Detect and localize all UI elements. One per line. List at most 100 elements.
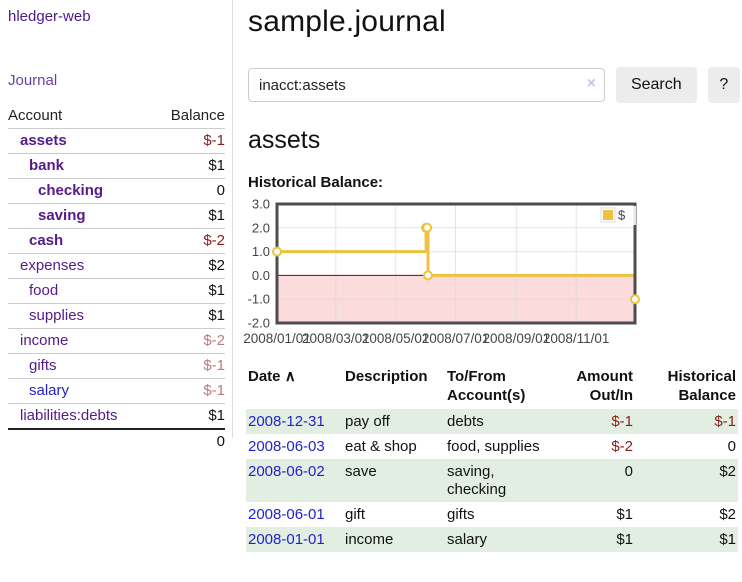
search-button[interactable]: Search bbox=[615, 67, 697, 103]
transaction-balance: $-1 bbox=[714, 413, 736, 430]
data-point-marker bbox=[630, 294, 640, 305]
account-heading: assets bbox=[248, 126, 321, 154]
account-balance: $1 bbox=[153, 153, 225, 179]
transaction-date-link[interactable]: 2008-06-02 bbox=[248, 463, 325, 480]
account-link[interactable]: liabilities:debts bbox=[20, 407, 118, 424]
y-axis-tick-label: 2.0 bbox=[252, 220, 270, 235]
x-axis-tick-label: 2008/11/01 bbox=[543, 331, 610, 346]
account-row: salary $-1 bbox=[8, 378, 225, 404]
transaction-accounts: gifts bbox=[447, 506, 475, 523]
account-row: liabilities:debts $1 bbox=[8, 403, 225, 429]
x-axis-tick-label: 2008/01/01 bbox=[243, 331, 311, 346]
help-button[interactable]: ? bbox=[707, 67, 740, 103]
x-axis-tick-label: 2008/03/01 bbox=[302, 331, 370, 346]
y-axis-tick-label: -1.0 bbox=[248, 292, 270, 307]
transaction-date-link[interactable]: 2008-01-01 bbox=[248, 531, 325, 548]
account-balance: $1 bbox=[153, 203, 225, 229]
account-link[interactable]: checking bbox=[38, 182, 104, 199]
main-content: sample.journal × Search ? assets Histori… bbox=[243, 0, 740, 552]
account-balance: 0 bbox=[153, 178, 225, 204]
data-point-marker bbox=[423, 270, 433, 281]
account-balance: $-1 bbox=[153, 353, 225, 379]
search-bar: × Search ? bbox=[248, 67, 740, 103]
accounts-header-row: Account Balance bbox=[8, 104, 225, 129]
sidebar-item-journal[interactable]: Journal bbox=[8, 72, 58, 89]
register-row: 2008-06-01 gift gifts $1 $2 bbox=[246, 502, 738, 527]
account-balance: $1 bbox=[153, 403, 225, 429]
register-table: Date ∧ Description To/From Account(s) Am… bbox=[246, 365, 738, 552]
register-row: 2008-01-01 income salary $1 $1 bbox=[246, 527, 738, 552]
register-row: 2008-06-03 eat & shop food, supplies $-2 0 bbox=[246, 434, 738, 459]
register-header-accounts: To/From Account(s) bbox=[447, 368, 526, 404]
account-link[interactable]: bank bbox=[29, 157, 65, 174]
transaction-description: gift bbox=[345, 506, 366, 523]
account-link[interactable]: assets bbox=[20, 132, 67, 149]
data-point-marker bbox=[272, 246, 282, 257]
y-axis-tick-label: 0.0 bbox=[252, 268, 270, 283]
transaction-accounts: debts bbox=[447, 413, 484, 430]
account-link[interactable]: expenses bbox=[20, 257, 85, 274]
register-header-amount: Amount Out/In bbox=[576, 368, 633, 404]
transaction-amount: $1 bbox=[616, 506, 633, 523]
legend-label: $ bbox=[618, 208, 626, 223]
y-axis-tick-label: 3.0 bbox=[252, 198, 270, 212]
account-row: supplies $1 bbox=[8, 303, 225, 329]
accounts-total-balance: 0 bbox=[153, 428, 225, 454]
transaction-balance: $2 bbox=[719, 506, 736, 523]
sidebar: hledger-web Journal Account Balance asse… bbox=[0, 0, 233, 454]
transaction-accounts: salary bbox=[447, 531, 488, 548]
transaction-accounts: food, supplies bbox=[447, 438, 540, 455]
transaction-accounts: saving, checking bbox=[447, 463, 507, 498]
historical-balance-chart[interactable]: 3.0 2.0 1.0 0.0 -1.0 -2.02008/01/012008/03/01… bbox=[240, 197, 740, 346]
transaction-balance: $1 bbox=[719, 531, 736, 548]
account-link[interactable]: supplies bbox=[29, 307, 85, 324]
register-header-date[interactable]: Date ∧ bbox=[248, 368, 296, 385]
transaction-amount: $-1 bbox=[611, 413, 633, 430]
accounts-header-account: Account bbox=[8, 107, 63, 124]
accounts-total-row: 0 bbox=[8, 428, 225, 454]
x-axis-tick-label: 2008/09/01 bbox=[483, 331, 551, 346]
transaction-balance: 0 bbox=[727, 438, 736, 455]
account-balance: $-2 bbox=[153, 228, 225, 254]
account-balance: $-2 bbox=[153, 328, 225, 354]
account-balance: $-1 bbox=[153, 378, 225, 404]
transaction-date-link[interactable]: 2008-12-31 bbox=[248, 413, 325, 430]
account-balance: $-1 bbox=[153, 128, 225, 154]
account-row: gifts $-1 bbox=[8, 353, 225, 379]
clear-search-icon[interactable]: × bbox=[586, 75, 596, 92]
register-header-row: Date ∧ Description To/From Account(s) Am… bbox=[246, 365, 738, 409]
account-link[interactable]: cash bbox=[29, 232, 64, 249]
account-balance: $2 bbox=[153, 253, 225, 279]
transaction-amount: $-2 bbox=[611, 438, 633, 455]
account-row: expenses $2 bbox=[8, 253, 225, 279]
account-row: checking 0 bbox=[8, 178, 225, 204]
account-link[interactable]: salary bbox=[29, 382, 70, 399]
transaction-description: pay off bbox=[345, 413, 390, 430]
register-row: 2008-12-31 pay off debts $-1 $-1 bbox=[246, 409, 738, 434]
transaction-date-link[interactable]: 2008-06-03 bbox=[248, 438, 325, 455]
account-link[interactable]: gifts bbox=[29, 357, 57, 374]
search-input[interactable] bbox=[248, 68, 605, 102]
account-link[interactable]: income bbox=[20, 332, 69, 349]
transaction-description: save bbox=[345, 463, 377, 480]
transaction-date-link[interactable]: 2008-06-01 bbox=[248, 506, 325, 523]
transaction-description: income bbox=[345, 531, 394, 548]
account-link[interactable]: saving bbox=[38, 207, 86, 224]
y-axis-tick-label: -2.0 bbox=[248, 316, 270, 331]
x-axis-tick-label: 2008/07/01 bbox=[422, 331, 490, 346]
transaction-amount: $1 bbox=[616, 531, 633, 548]
account-balance: $1 bbox=[153, 303, 225, 329]
register-row: 2008-06-02 save saving, checking 0 $2 bbox=[246, 459, 738, 502]
account-row: assets $-1 bbox=[8, 128, 225, 154]
transaction-balance: $2 bbox=[719, 463, 736, 480]
account-row: bank $1 bbox=[8, 153, 225, 179]
transaction-amount: 0 bbox=[624, 463, 633, 480]
sort-ascending-icon: ∧ bbox=[284, 368, 296, 385]
app-title-link[interactable]: hledger-web bbox=[8, 8, 91, 25]
account-link[interactable]: food bbox=[29, 282, 59, 299]
x-axis-tick-label: 2008/05/01 bbox=[362, 331, 430, 346]
y-axis-tick-label: 1.0 bbox=[252, 244, 270, 259]
account-row: cash $-2 bbox=[8, 228, 225, 254]
accounts-table: Account Balance assets $-1 bank $1 checking 0… bbox=[8, 104, 225, 454]
plot-border bbox=[275, 202, 637, 325]
